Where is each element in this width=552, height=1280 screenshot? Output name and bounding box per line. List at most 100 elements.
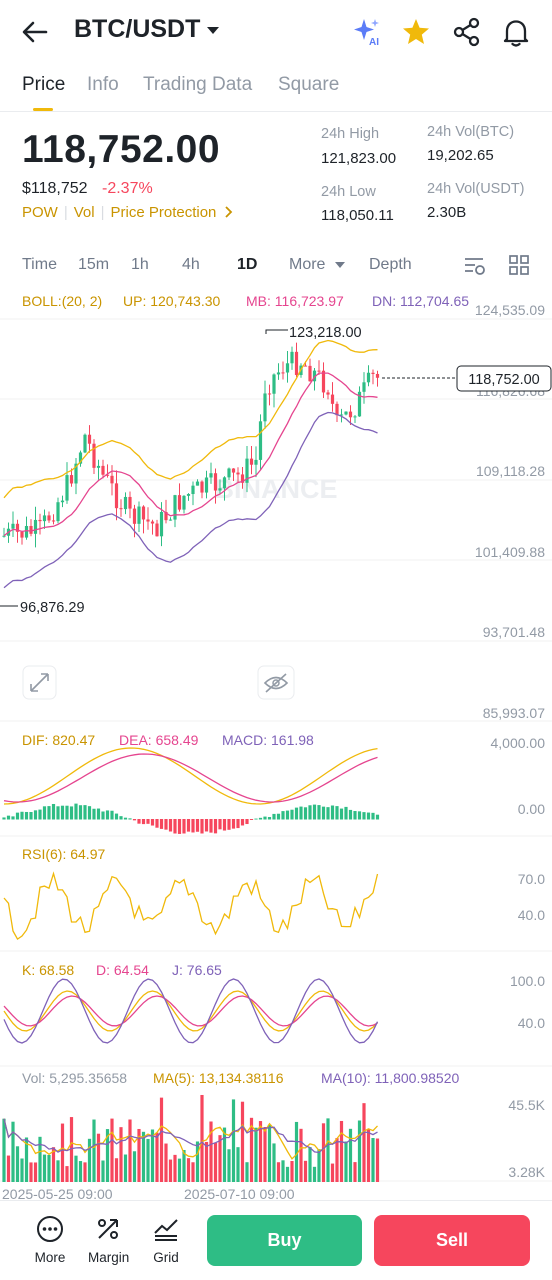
hide-eye-icon[interactable]: [257, 665, 295, 700]
grid-button[interactable]: Grid: [146, 1215, 186, 1265]
macd-bar: [249, 819, 254, 820]
tf-more[interactable]: More: [289, 256, 326, 273]
volume-bar: [249, 1117, 254, 1182]
candle-body: [114, 483, 119, 509]
candle-body: [83, 434, 87, 453]
boll-up: UP: 120,743.30: [123, 293, 221, 309]
tag-price-protection[interactable]: Price Protection: [110, 204, 217, 221]
current-price-value: 118,752.00: [468, 372, 540, 388]
candle-body: [105, 474, 110, 476]
kdj-axis-tick: 40.0: [518, 1015, 545, 1031]
volume-bar: [164, 1143, 168, 1182]
tab-price[interactable]: Price: [22, 74, 66, 95]
tf-4h[interactable]: 4h: [182, 256, 200, 273]
vol-usdt-value: 2.30B: [427, 204, 467, 221]
candle-body: [371, 372, 375, 374]
tf-1d[interactable]: 1D: [237, 256, 258, 273]
volume-bar: [38, 1136, 42, 1182]
boll-label[interactable]: BOLL:(20, 2): [22, 293, 102, 309]
candle-body: [92, 443, 96, 468]
volume-bar: [290, 1161, 294, 1182]
ai-badge-text: AI: [369, 37, 379, 48]
macd-dif: DIF: 820.47: [22, 732, 95, 748]
macd-bar: [222, 819, 227, 831]
volume-bar: [200, 1094, 204, 1182]
volume-bar: [218, 1135, 222, 1182]
macd-bar: [294, 807, 299, 820]
kdj-j-line: [3, 978, 379, 1044]
volume-bar: [110, 1118, 114, 1182]
macd-bar: [366, 812, 371, 820]
candle-body: [60, 500, 65, 503]
candle-body: [204, 477, 209, 493]
indicator-settings-icon[interactable]: [463, 254, 487, 278]
tf-1h[interactable]: 1h: [131, 256, 149, 273]
macd-bar: [132, 819, 137, 821]
share-icon[interactable]: [451, 16, 483, 48]
macd-bar: [285, 810, 290, 820]
kdj-j: J: 76.65: [172, 962, 222, 978]
margin-button[interactable]: Margin: [88, 1215, 129, 1265]
tab-trading-data[interactable]: Trading Data: [143, 74, 253, 95]
macd-bar: [186, 819, 191, 832]
volume-bar: [2, 1118, 6, 1182]
chevron-right-icon[interactable]: [224, 206, 233, 218]
candle-body: [123, 496, 128, 510]
candle-body: [357, 391, 362, 417]
candle-body: [339, 414, 344, 416]
more-caret-icon[interactable]: [334, 261, 346, 270]
volume-bar: [60, 1123, 65, 1182]
volume-bar: [137, 1128, 141, 1182]
expand-icon[interactable]: [22, 665, 57, 700]
volume-bar: [375, 1138, 380, 1182]
macd-bar: [191, 819, 195, 833]
back-arrow-icon[interactable]: [20, 18, 50, 46]
macd-bar: [375, 814, 380, 820]
pair-title[interactable]: BTC/USDT: [74, 15, 201, 43]
macd-bar: [344, 806, 348, 820]
macd-bar: [173, 819, 177, 834]
macd-bar: [276, 813, 281, 820]
volume-bar: [335, 1138, 339, 1182]
volume-bar: [78, 1161, 83, 1182]
grid-layout-icon[interactable]: [508, 254, 530, 276]
candle-body: [227, 468, 231, 478]
bell-icon[interactable]: [500, 16, 532, 48]
volume-bar: [177, 1158, 182, 1182]
binance-watermark: BINANCE: [214, 474, 337, 504]
tab-square[interactable]: Square: [278, 74, 340, 95]
tag-vol[interactable]: Vol: [73, 204, 95, 221]
volume-bar: [47, 1154, 51, 1182]
kline-chart[interactable]: BINANCE BOLL:(20, 2) UP: 120,743.30 MB: …: [0, 286, 552, 1200]
candle-body: [74, 463, 78, 484]
tf-depth[interactable]: Depth: [369, 256, 412, 273]
more-button[interactable]: More: [30, 1215, 70, 1265]
candle-body: [375, 373, 380, 378]
candle-body: [335, 403, 339, 416]
chevron-down-icon[interactable]: [206, 26, 220, 36]
sell-button[interactable]: Sell: [374, 1215, 530, 1266]
candle-body: [290, 351, 294, 364]
ai-sparkle-icon[interactable]: AI: [352, 16, 384, 48]
volume-bar: [231, 1099, 236, 1182]
tag-pow[interactable]: POW: [22, 204, 58, 221]
tf-15m[interactable]: 15m: [78, 256, 110, 273]
rsi-axis-tick: 40.0: [518, 907, 545, 923]
macd-bar: [272, 813, 276, 820]
tab-info[interactable]: Info: [87, 74, 119, 95]
buy-button[interactable]: Buy: [207, 1215, 362, 1266]
tf-time[interactable]: Time: [22, 256, 57, 273]
star-icon[interactable]: [400, 16, 432, 48]
candle-body: [191, 485, 195, 495]
vol-ma5: MA(5): 13,134.38116: [153, 1070, 284, 1086]
candle-body: [20, 531, 24, 538]
macd-bar: [96, 808, 101, 820]
volume-bar: [236, 1147, 240, 1182]
price-axis-tick: 101,409.88: [475, 544, 545, 560]
chart-gridlines: [0, 318, 552, 1182]
macd-bar: [335, 806, 339, 820]
macd-panel: [2, 747, 380, 834]
vol-axis-tick: 3.28K: [508, 1164, 545, 1180]
macd-bar: [101, 811, 105, 820]
current-price-tag[interactable]: [456, 365, 552, 392]
